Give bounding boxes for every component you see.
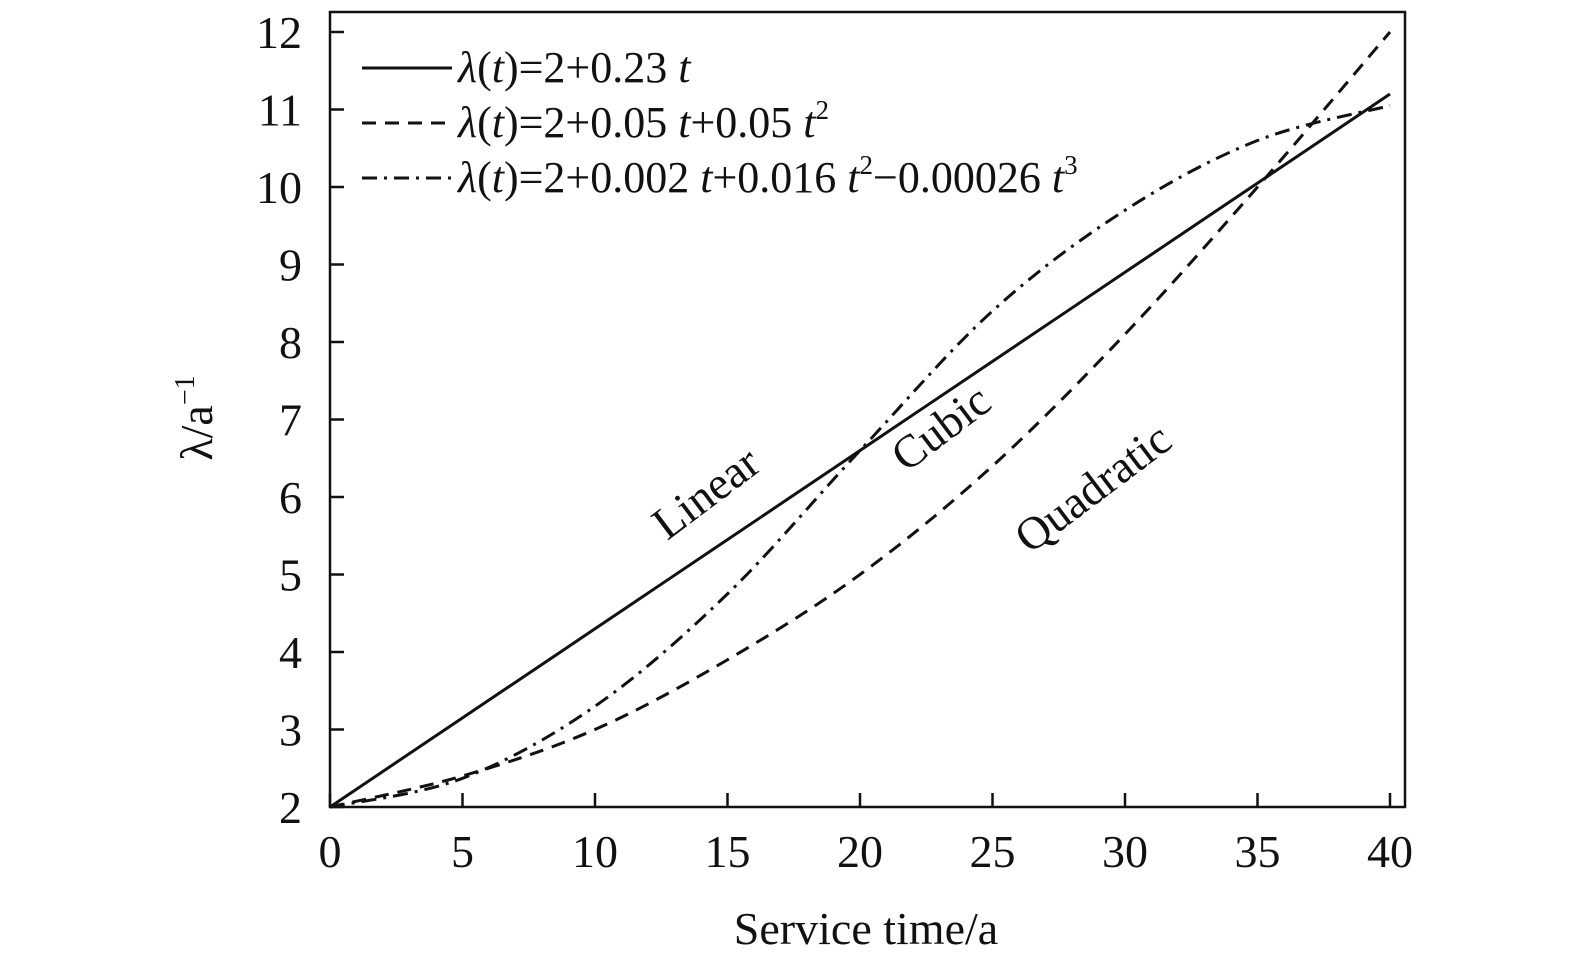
legend-label-part: 2	[860, 150, 874, 180]
legend-label-part: +0.05	[690, 98, 803, 147]
legend-label-part: t	[678, 98, 692, 147]
y-axis-title-exponent: −1	[170, 375, 201, 405]
x-tick-label: 20	[837, 826, 883, 877]
x-tick-label: 10	[572, 826, 618, 877]
legend-label-part: t	[492, 98, 506, 147]
legend-label-part: (	[477, 43, 492, 92]
legend-label-part: (	[477, 153, 492, 202]
x-tick-label: 0	[319, 826, 342, 877]
legend-label-part: t	[492, 153, 506, 202]
x-tick-label: 40	[1367, 826, 1413, 877]
legend-label-part: t	[847, 153, 861, 202]
legend-label: λ(t)=2+0.23 t	[456, 43, 692, 92]
legend-label-part: 3	[1064, 150, 1078, 180]
legend-label-part: +0.016	[712, 153, 847, 202]
y-axis-title-main: λ/a	[171, 405, 222, 461]
legend-label-part: t	[492, 43, 506, 92]
y-tick-label: 3	[279, 705, 302, 756]
linear-curve	[329, 92, 1391, 809]
legend-label-part: (	[477, 98, 492, 147]
y-tick-label: 7	[279, 395, 302, 446]
legend-label-part: t	[803, 98, 817, 147]
x-tick-label: 30	[1102, 826, 1148, 877]
y-axis-title: λ/a−1	[170, 375, 222, 460]
legend-label-part: )=2+0.05	[504, 98, 678, 147]
series-curves	[329, 31, 1392, 809]
legend: λ(t)=2+0.23 tλ(t)=2+0.05 t+0.05 t2λ(t)=2…	[362, 43, 1078, 202]
legend-label-part: 2	[816, 95, 830, 125]
y-tick-label: 9	[279, 240, 302, 291]
series-label-linear: Linear	[642, 436, 769, 549]
cubic-curve	[329, 104, 1391, 809]
legend-label-part: λ	[456, 98, 477, 147]
x-tick-label: 25	[970, 826, 1016, 877]
y-tick-label: 6	[279, 472, 302, 523]
y-tick-label: 11	[258, 85, 302, 136]
legend-label-part: t	[1052, 153, 1066, 202]
x-tick-label: 5	[451, 826, 474, 877]
x-tick-label: 35	[1235, 826, 1281, 877]
legend-label-part: λ	[456, 153, 477, 202]
y-tick-label: 12	[256, 7, 302, 58]
series-label-cubic: Cubic	[881, 374, 999, 481]
legend-label-part: −0.00026	[873, 153, 1052, 202]
plot-frame	[328, 10, 1407, 809]
y-tick-label: 8	[279, 317, 302, 368]
y-tick-label: 10	[256, 162, 302, 213]
x-axis-title: Service time/a	[734, 903, 998, 954]
quadratic-curve	[329, 31, 1392, 809]
y-tick-label: 4	[279, 627, 302, 678]
legend-label: λ(t)=2+0.002 t+0.016 t2−0.00026 t3	[456, 150, 1078, 202]
legend-label-part: t	[678, 43, 692, 92]
y-tick-label: 5	[279, 550, 302, 601]
legend-label-part: λ	[456, 43, 477, 92]
legend-label-part: )=2+0.002	[504, 153, 700, 202]
legend-label: λ(t)=2+0.05 t+0.05 t2	[456, 95, 829, 147]
series-label-quadratic: Quadratic	[1005, 413, 1181, 563]
legend-label-part: )=2+0.23	[504, 43, 678, 92]
x-tick-label: 15	[705, 826, 751, 877]
axis-ticks: 0 5 10 15 20 25 30 35 40 2 3 4 5 6 7 8 9 10 11 12	[256, 7, 1413, 877]
y-tick-label: 2	[279, 782, 302, 833]
legend-label-part: t	[700, 153, 714, 202]
